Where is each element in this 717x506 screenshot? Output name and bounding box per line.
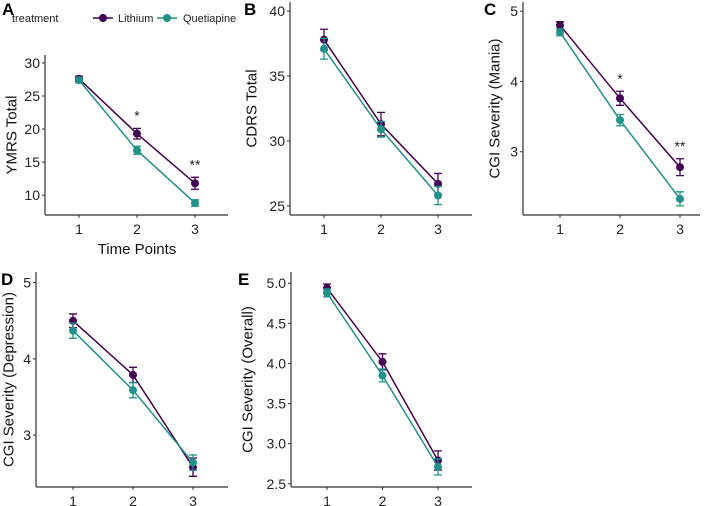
- x-tick-label: 2: [129, 493, 137, 506]
- data-point: [434, 462, 442, 471]
- x-tick-label: 2: [379, 493, 387, 506]
- y-tick-label: 4.0: [267, 355, 287, 371]
- y-tick-label: 10: [24, 187, 40, 203]
- y-tick-label: 40: [269, 3, 285, 19]
- y-tick-label: 5.0: [267, 275, 287, 291]
- data-point: [191, 199, 199, 208]
- series-lithium: [556, 21, 684, 177]
- legend-title: treatment: [12, 13, 58, 25]
- data-point: [133, 146, 141, 155]
- x-tick-label: 1: [556, 221, 564, 237]
- data-point: [129, 370, 137, 379]
- significance-marker: **: [675, 138, 686, 154]
- series-quetiapine: [323, 288, 442, 476]
- y-tick-label: 25: [24, 88, 40, 104]
- y-axis-label: CDRS Total: [244, 69, 261, 147]
- y-tick-label: 4.5: [267, 315, 287, 331]
- legend-marker-lithium: [99, 14, 107, 22]
- data-point: [676, 163, 684, 172]
- y-axis-label: YMRS Total: [4, 96, 21, 175]
- data-point: [75, 76, 83, 85]
- data-point: [556, 21, 564, 30]
- data-point: [616, 94, 624, 103]
- data-point: [133, 129, 141, 138]
- x-tick-label: 2: [616, 221, 624, 237]
- series-quetiapine: [320, 37, 442, 206]
- data-point: [378, 357, 387, 366]
- y-axis-label: CGI Severity (Depression): [1, 292, 18, 467]
- significance-marker: **: [190, 156, 201, 172]
- panel-letter-d: D: [1, 270, 13, 289]
- x-tick-label: 3: [191, 221, 199, 237]
- data-point: [323, 288, 331, 297]
- y-tick-label: 15: [24, 154, 40, 170]
- series-quetiapine: [69, 322, 197, 471]
- y-tick-label: 25: [269, 198, 285, 214]
- series-line: [78, 79, 196, 204]
- x-tick-label: 1: [320, 221, 328, 237]
- y-tick-label: 4: [510, 73, 518, 89]
- data-point: [69, 326, 77, 335]
- data-point: [556, 28, 564, 37]
- x-tick-label: 3: [676, 221, 684, 237]
- legend-marker-quetiapine: [163, 14, 171, 22]
- x-tick-label: 1: [69, 493, 77, 506]
- data-point: [378, 371, 387, 380]
- panel-e: 2.5 3.0 3.5 4.0 4.5 5.0 1 2 3 CGI Severity (Overa…: [240, 272, 472, 506]
- data-point: [616, 116, 624, 125]
- panel-letter-e: E: [238, 270, 249, 289]
- x-tick-label: 3: [189, 493, 197, 506]
- panel-d: 3 4 5 1 2 3 CGI Severity (Depression): [1, 272, 228, 506]
- significance-marker: *: [134, 107, 140, 123]
- x-axis-label: Time Points: [98, 241, 177, 258]
- y-tick-label: 2.5: [267, 476, 287, 492]
- data-point: [189, 458, 197, 467]
- data-point: [434, 191, 442, 200]
- panel-letter-b: B: [244, 0, 256, 19]
- y-tick-label: 3.0: [267, 436, 287, 452]
- data-point: [320, 44, 328, 53]
- x-tick-label: 2: [133, 221, 141, 237]
- panel-b: 25 30 35 40 1 2 3 CDRS Total: [244, 2, 472, 237]
- legend: treatment Lithium Quetiapine: [12, 13, 236, 25]
- y-axis-label: CGI Severity (Mania): [487, 38, 504, 178]
- y-tick-label: 5: [23, 275, 31, 291]
- panel-letter-c: C: [484, 0, 496, 19]
- y-tick-label: 3.5: [267, 396, 287, 412]
- series-lithium: [75, 74, 199, 190]
- series-quetiapine: [75, 76, 199, 208]
- y-tick-label: 30: [24, 55, 40, 71]
- legend-label-lithium: Lithium: [118, 13, 153, 25]
- data-point: [129, 386, 137, 395]
- y-tick-label: 4: [23, 351, 31, 367]
- x-tick-label: 3: [434, 493, 442, 506]
- y-tick-label: 3: [23, 427, 31, 443]
- x-tick-label: 3: [434, 221, 442, 237]
- y-tick-label: 5: [510, 3, 518, 19]
- y-tick-label: 30: [269, 133, 285, 149]
- data-point: [377, 125, 385, 134]
- y-tick-label: 20: [24, 121, 40, 137]
- significance-marker: *: [617, 70, 623, 86]
- y-tick-label: 35: [269, 68, 285, 84]
- data-point: [191, 179, 199, 188]
- y-axis-label: CGI Severity (Overall): [240, 306, 257, 453]
- panel-letter-a: A: [2, 0, 14, 19]
- data-point: [676, 194, 684, 203]
- x-tick-label: 1: [323, 493, 331, 506]
- series-lithium: [320, 28, 442, 195]
- x-tick-label: 1: [75, 221, 83, 237]
- series-quetiapine: [556, 28, 684, 207]
- y-tick-label: 3: [510, 144, 518, 160]
- x-tick-label: 2: [377, 221, 385, 237]
- legend-label-quetiapine: Quetiapine: [183, 13, 236, 25]
